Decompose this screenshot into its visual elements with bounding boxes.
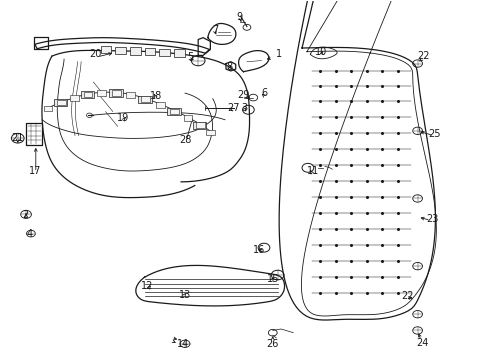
Text: 20: 20 xyxy=(89,49,102,59)
Text: 4: 4 xyxy=(27,229,33,239)
Text: 15: 15 xyxy=(266,274,278,284)
Bar xyxy=(57,100,65,105)
Text: 19: 19 xyxy=(116,113,128,123)
Text: 23: 23 xyxy=(425,214,438,224)
FancyBboxPatch shape xyxy=(138,96,152,103)
Text: 22: 22 xyxy=(401,292,413,301)
FancyBboxPatch shape xyxy=(144,48,155,55)
Bar xyxy=(126,93,135,98)
Text: 9: 9 xyxy=(236,12,242,22)
FancyBboxPatch shape xyxy=(192,122,206,129)
Text: 12: 12 xyxy=(141,281,153,291)
Bar xyxy=(97,90,106,96)
Bar xyxy=(83,92,92,97)
Text: 16: 16 xyxy=(252,245,264,255)
Bar xyxy=(183,115,192,121)
Bar xyxy=(43,106,52,111)
Text: 14: 14 xyxy=(177,339,189,349)
Text: 26: 26 xyxy=(266,339,278,349)
Text: 29: 29 xyxy=(237,90,249,100)
FancyBboxPatch shape xyxy=(81,91,94,98)
Bar xyxy=(141,96,150,102)
Bar xyxy=(195,122,204,128)
Bar xyxy=(156,102,164,108)
Text: 2: 2 xyxy=(22,210,28,220)
FancyBboxPatch shape xyxy=(109,89,122,97)
Text: 10: 10 xyxy=(315,48,327,58)
Bar xyxy=(170,109,179,114)
Text: 18: 18 xyxy=(149,91,162,101)
Text: 13: 13 xyxy=(179,289,191,300)
Text: 24: 24 xyxy=(415,338,428,348)
FancyBboxPatch shape xyxy=(54,99,67,107)
Text: 22: 22 xyxy=(417,51,429,61)
Text: 3: 3 xyxy=(241,103,247,113)
Text: 27: 27 xyxy=(227,103,240,113)
FancyBboxPatch shape xyxy=(101,46,111,53)
Text: 7: 7 xyxy=(212,25,218,35)
Text: 28: 28 xyxy=(179,135,191,145)
Bar xyxy=(112,90,121,96)
Bar xyxy=(206,130,215,135)
FancyBboxPatch shape xyxy=(115,46,126,54)
Text: 6: 6 xyxy=(261,88,266,98)
Text: 17: 17 xyxy=(29,166,41,176)
Text: 25: 25 xyxy=(427,129,440,139)
Text: 21: 21 xyxy=(12,133,24,143)
FancyBboxPatch shape xyxy=(173,49,184,57)
Text: 1: 1 xyxy=(275,49,281,59)
FancyBboxPatch shape xyxy=(130,47,141,55)
Text: 8: 8 xyxy=(226,62,232,72)
FancyBboxPatch shape xyxy=(159,49,169,56)
FancyBboxPatch shape xyxy=(167,108,181,115)
Bar xyxy=(70,95,79,101)
Text: 11: 11 xyxy=(306,166,318,176)
Text: 5: 5 xyxy=(186,52,193,62)
